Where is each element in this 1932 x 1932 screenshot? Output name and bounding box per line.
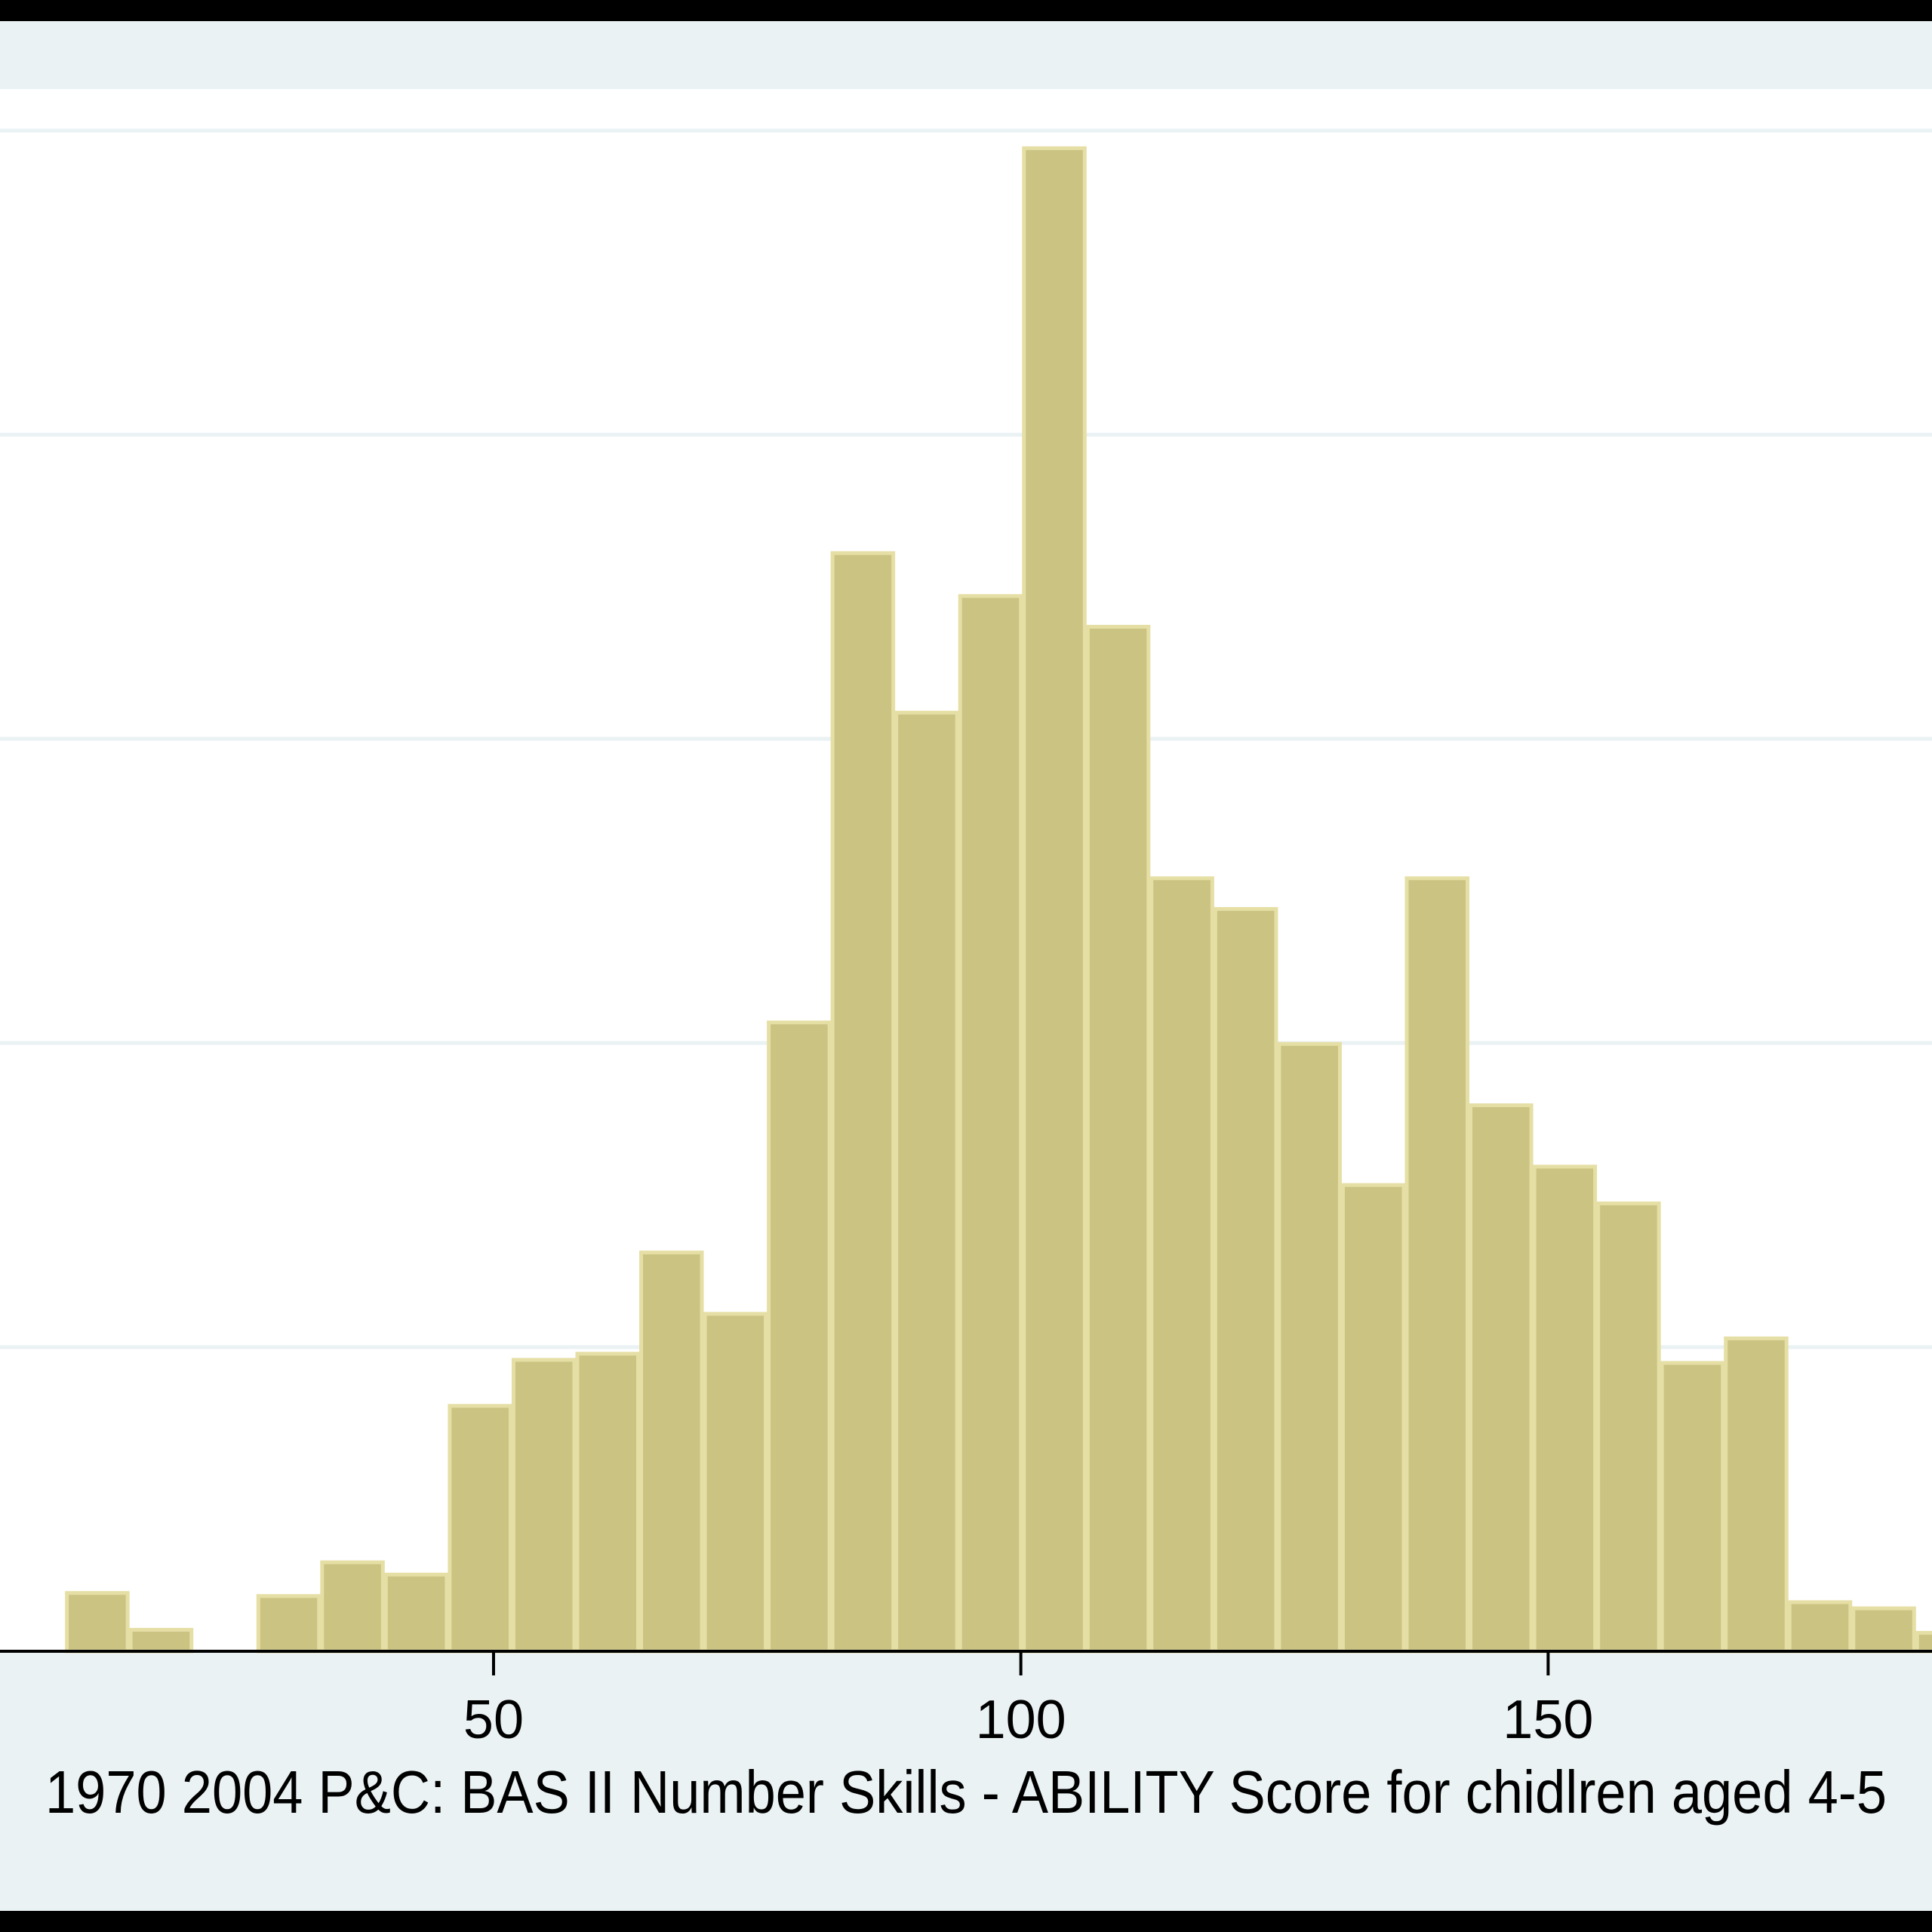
- x-tick-label: 50: [463, 1690, 524, 1750]
- histogram-bar: [894, 710, 959, 1654]
- histogram-bar: [1340, 1183, 1406, 1654]
- x-tick-label: 100: [976, 1690, 1066, 1750]
- histogram-bar: [128, 1628, 194, 1654]
- histogram-bar: [575, 1352, 641, 1654]
- histogram-bar: [1085, 624, 1151, 1654]
- histogram-bar: [639, 1251, 704, 1654]
- histogram-bar: [256, 1594, 321, 1654]
- histogram-bar: [703, 1312, 768, 1654]
- histogram-bar: [767, 1020, 832, 1654]
- x-axis-title: 1970 2004 P&C: BAS II Number Skills - AB…: [45, 1758, 1887, 1826]
- x-axis-ticks: 50 100 150: [463, 1651, 1593, 1750]
- histogram-bar: [1724, 1336, 1789, 1654]
- histogram-bar: [1404, 876, 1470, 1654]
- histogram-bar: [830, 551, 896, 1654]
- histogram-bar: [1149, 876, 1214, 1654]
- histogram-bar: [1277, 1041, 1342, 1654]
- histogram-bar: [1915, 1631, 1932, 1654]
- histogram-bar: [1213, 906, 1278, 1654]
- histogram-bar: [958, 594, 1023, 1654]
- histogram-bar: [1022, 146, 1087, 1654]
- histogram-bar: [320, 1560, 385, 1654]
- histogram-bar: [1660, 1361, 1725, 1654]
- histogram-bar: [511, 1358, 577, 1654]
- histogram-bar: [1469, 1103, 1534, 1654]
- histogram-bar: [1851, 1606, 1916, 1654]
- histogram-bar: [1596, 1201, 1661, 1654]
- bars: [65, 146, 1932, 1654]
- histogram-bar: [448, 1404, 512, 1654]
- histogram-bar: [1787, 1600, 1853, 1654]
- x-tick-label: 150: [1503, 1690, 1593, 1750]
- histogram-bar: [65, 1591, 130, 1654]
- histogram-bar: [1532, 1164, 1598, 1654]
- histogram-bar: [383, 1572, 449, 1654]
